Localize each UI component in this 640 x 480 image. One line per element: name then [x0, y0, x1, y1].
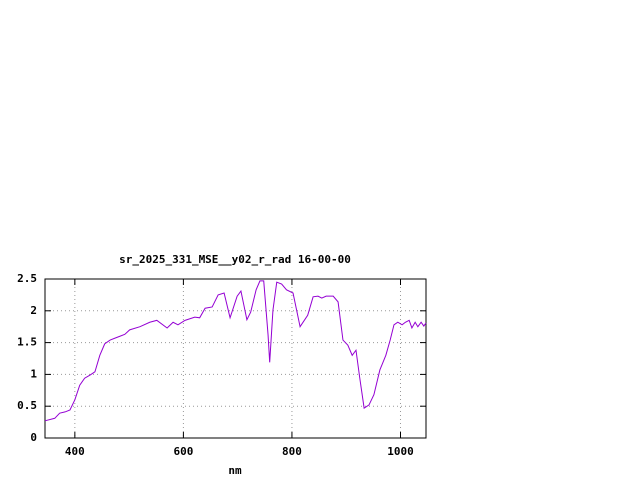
y-tick-label: 1 — [30, 367, 37, 380]
x-tick-label: 400 — [65, 445, 85, 458]
x-axis-label: nm — [228, 464, 242, 477]
y-tick-label: 0.5 — [17, 399, 37, 412]
line-series — [44, 280, 427, 422]
y-tick-label: 0 — [30, 431, 37, 444]
x-tick-label: 1000 — [387, 445, 414, 458]
x-tick-label: 800 — [282, 445, 302, 458]
y-tick-label: 1.5 — [17, 336, 37, 349]
y-tick-label: 2 — [30, 304, 37, 317]
y-tick-label: 2.5 — [17, 272, 37, 285]
x-tick-label: 600 — [173, 445, 193, 458]
chart-title: sr_2025_331_MSE__y02_r_rad 16-00-00 — [119, 253, 351, 266]
plot-border — [44, 278, 427, 439]
